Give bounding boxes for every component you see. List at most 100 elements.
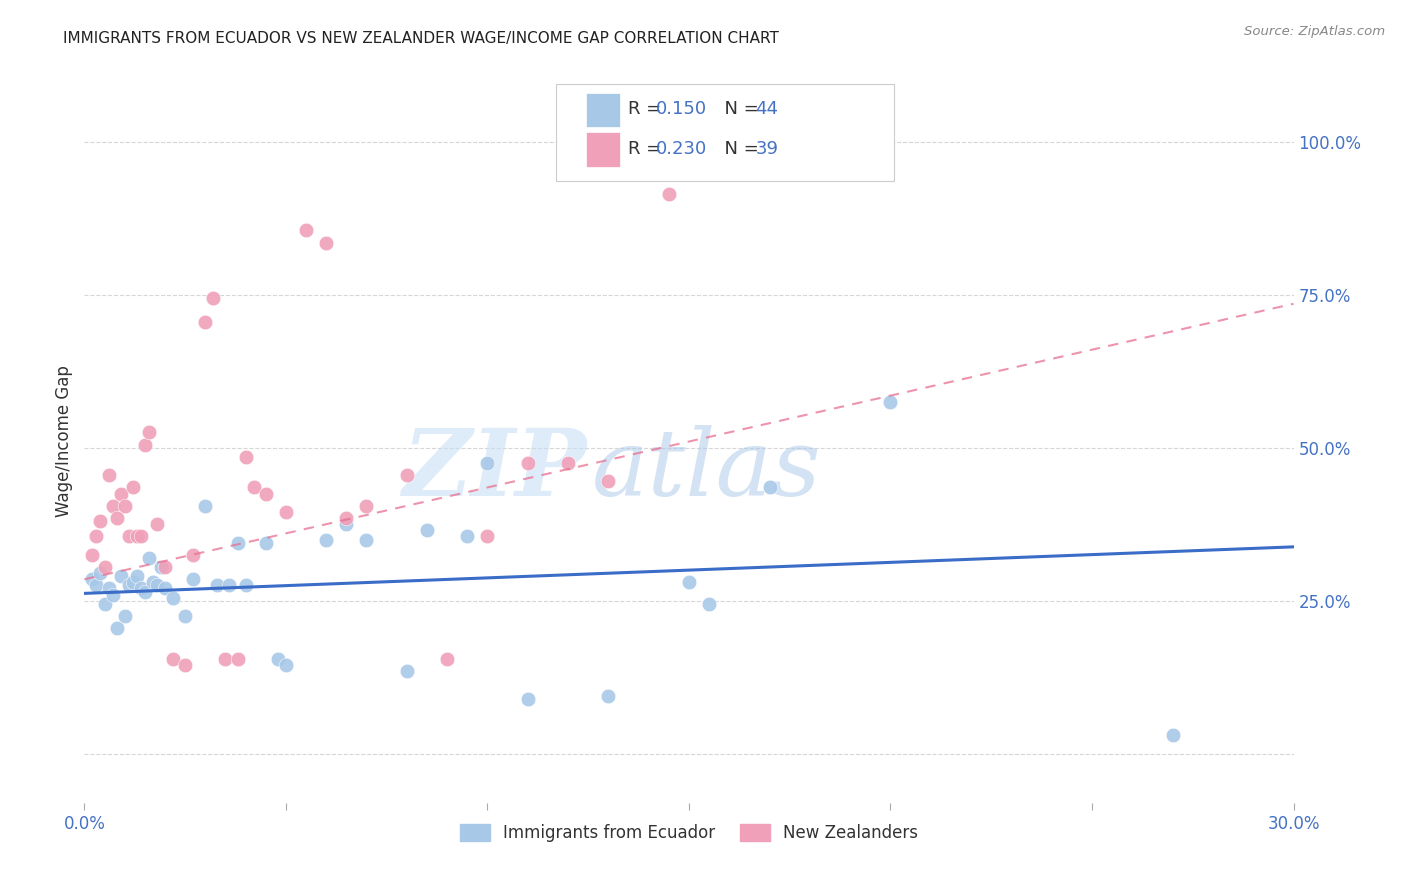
Text: IMMIGRANTS FROM ECUADOR VS NEW ZEALANDER WAGE/INCOME GAP CORRELATION CHART: IMMIGRANTS FROM ECUADOR VS NEW ZEALANDER… <box>63 31 779 46</box>
Point <box>82 572 104 586</box>
Point <box>879 394 901 409</box>
Point <box>678 575 700 590</box>
Point <box>97 468 120 483</box>
Text: ZIP: ZIP <box>402 425 586 516</box>
Point <box>110 486 132 500</box>
Text: R =: R = <box>628 100 668 118</box>
Point <box>89 514 111 528</box>
Point <box>658 186 681 201</box>
FancyBboxPatch shape <box>555 84 894 181</box>
Point <box>557 456 579 470</box>
Point <box>174 658 197 673</box>
Y-axis label: Wage/Income Gap: Wage/Income Gap <box>55 366 73 517</box>
Point <box>162 591 184 605</box>
Point <box>697 597 720 611</box>
Point <box>274 658 297 673</box>
Point <box>242 480 264 494</box>
Point <box>125 529 148 543</box>
Point <box>114 609 136 624</box>
Point <box>142 575 165 590</box>
Point <box>153 560 176 574</box>
Point <box>101 499 124 513</box>
Point <box>105 621 128 635</box>
Point <box>335 517 357 532</box>
Text: Source: ZipAtlas.com: Source: ZipAtlas.com <box>1244 25 1385 38</box>
Point <box>121 575 143 590</box>
Point <box>146 517 169 532</box>
Point <box>395 468 418 483</box>
Point <box>129 529 152 543</box>
Point <box>129 582 152 596</box>
Point <box>134 437 156 451</box>
Point <box>194 499 217 513</box>
Text: N =: N = <box>713 100 765 118</box>
Point <box>1161 728 1184 742</box>
Point <box>335 511 357 525</box>
Point <box>146 578 169 592</box>
Point <box>274 505 297 519</box>
Text: atlas: atlas <box>592 425 821 516</box>
Point <box>138 550 160 565</box>
Text: 0.230: 0.230 <box>657 140 707 158</box>
Point <box>456 529 478 543</box>
Point <box>395 664 418 678</box>
Point <box>194 315 217 329</box>
Point <box>356 533 378 547</box>
Point <box>86 529 108 543</box>
Point <box>207 578 229 592</box>
Point <box>235 450 257 464</box>
Point <box>477 529 499 543</box>
Point <box>86 578 108 592</box>
Legend: Immigrants from Ecuador, New Zealanders: Immigrants from Ecuador, New Zealanders <box>453 817 925 848</box>
Point <box>758 480 780 494</box>
Point <box>477 456 499 470</box>
Point <box>226 535 249 549</box>
Point <box>598 475 620 489</box>
Point <box>114 499 136 513</box>
Point <box>93 560 115 574</box>
Point <box>174 609 197 624</box>
Point <box>416 524 439 538</box>
Point <box>214 652 236 666</box>
Point <box>181 572 204 586</box>
Point <box>267 652 290 666</box>
Point <box>153 582 176 596</box>
Point <box>315 235 337 250</box>
Text: 0.150: 0.150 <box>657 100 707 118</box>
Text: R =: R = <box>628 140 668 158</box>
Point <box>125 569 148 583</box>
Point <box>149 560 172 574</box>
Point <box>134 584 156 599</box>
Text: 44: 44 <box>755 100 779 118</box>
Point <box>105 511 128 525</box>
Point <box>295 223 318 237</box>
Point <box>101 588 124 602</box>
Point <box>516 691 538 706</box>
Point <box>436 652 458 666</box>
Point <box>235 578 257 592</box>
Point <box>97 582 120 596</box>
Point <box>226 652 249 666</box>
Point <box>118 529 141 543</box>
Point <box>162 652 184 666</box>
Point <box>202 291 225 305</box>
Point <box>181 548 204 562</box>
Point <box>110 569 132 583</box>
Point <box>138 425 160 440</box>
Text: N =: N = <box>713 140 765 158</box>
Point <box>118 578 141 592</box>
Point <box>254 486 277 500</box>
Point <box>89 566 111 581</box>
Text: 39: 39 <box>755 140 779 158</box>
Point <box>254 535 277 549</box>
Point <box>82 548 104 562</box>
Point <box>356 499 378 513</box>
Point <box>93 597 115 611</box>
Point <box>315 533 337 547</box>
Point <box>218 578 240 592</box>
Point <box>121 480 143 494</box>
FancyBboxPatch shape <box>586 93 620 128</box>
Point <box>516 456 538 470</box>
FancyBboxPatch shape <box>586 132 620 167</box>
Point <box>598 689 620 703</box>
